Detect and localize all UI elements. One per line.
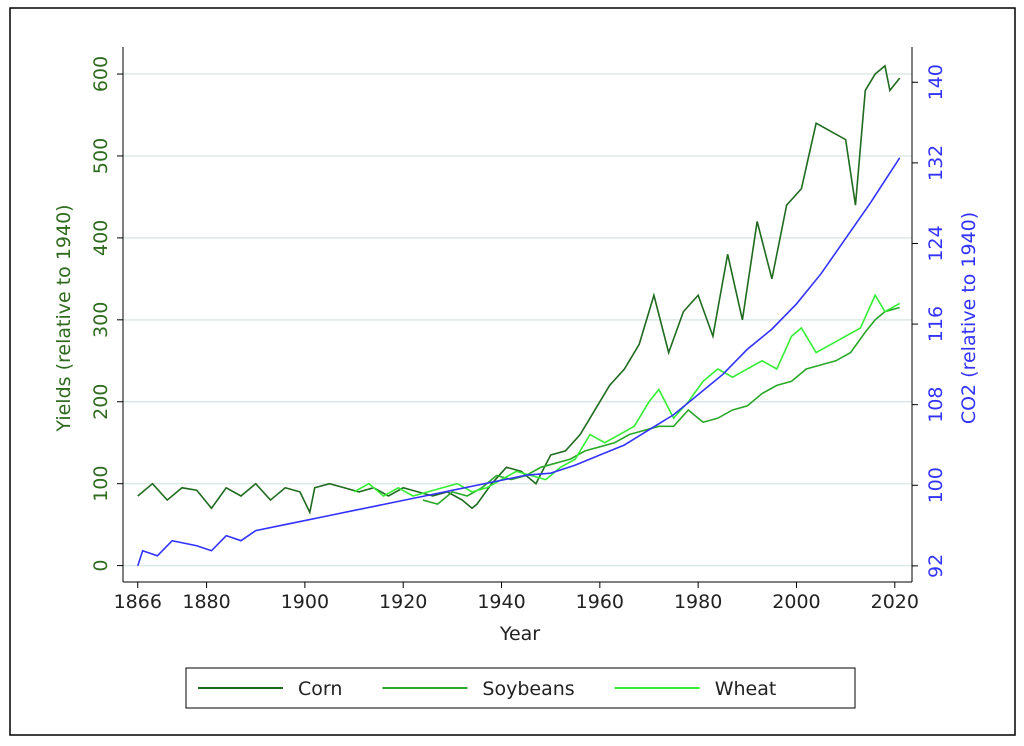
x-tick-label: 1880 [182, 591, 230, 613]
y2-tick-label: 140 [925, 64, 947, 100]
series-line [136, 157, 901, 567]
y-tick-label: 0 [90, 560, 112, 572]
x-tick-label: 1980 [674, 591, 722, 613]
series-line [137, 64, 901, 515]
y-tick-label: 600 [90, 56, 112, 92]
legend [185, 667, 856, 709]
y-tick-label: 200 [90, 384, 112, 420]
series-line [353, 293, 901, 497]
y-tick-label: 300 [90, 302, 112, 338]
x-tick-label: 1866 [114, 591, 162, 613]
x-tick-label: 2020 [871, 591, 919, 613]
frame [9, 7, 1016, 736]
x-tick-label: 2000 [772, 591, 820, 613]
y2-tick-label: 116 [925, 306, 947, 342]
y2-axis-title: CO2 (relative to 1940) [958, 212, 980, 424]
x-tick-label: 1900 [281, 591, 329, 613]
y-tick-label: 100 [90, 466, 112, 502]
y2-tick-label: 132 [925, 145, 947, 181]
x-tick-label: 1920 [379, 591, 427, 613]
y2-tick-label: 108 [925, 387, 947, 423]
y-tick-label: 500 [90, 138, 112, 174]
y2-tick-label: 124 [925, 225, 947, 261]
legend-label: Wheat [715, 678, 777, 700]
y-axis-title: Yields (relative to 1940) [53, 204, 75, 432]
x-axis-title: Year [499, 623, 540, 645]
legend-label: Soybeans [482, 678, 574, 700]
y-tick-label: 400 [90, 220, 112, 256]
x-tick-label: 1960 [576, 591, 624, 613]
y2-tick-label: 92 [925, 554, 947, 578]
x-tick-label: 1940 [477, 591, 525, 613]
y2-tick-label: 100 [925, 467, 947, 503]
legend-label: Corn [298, 678, 342, 700]
